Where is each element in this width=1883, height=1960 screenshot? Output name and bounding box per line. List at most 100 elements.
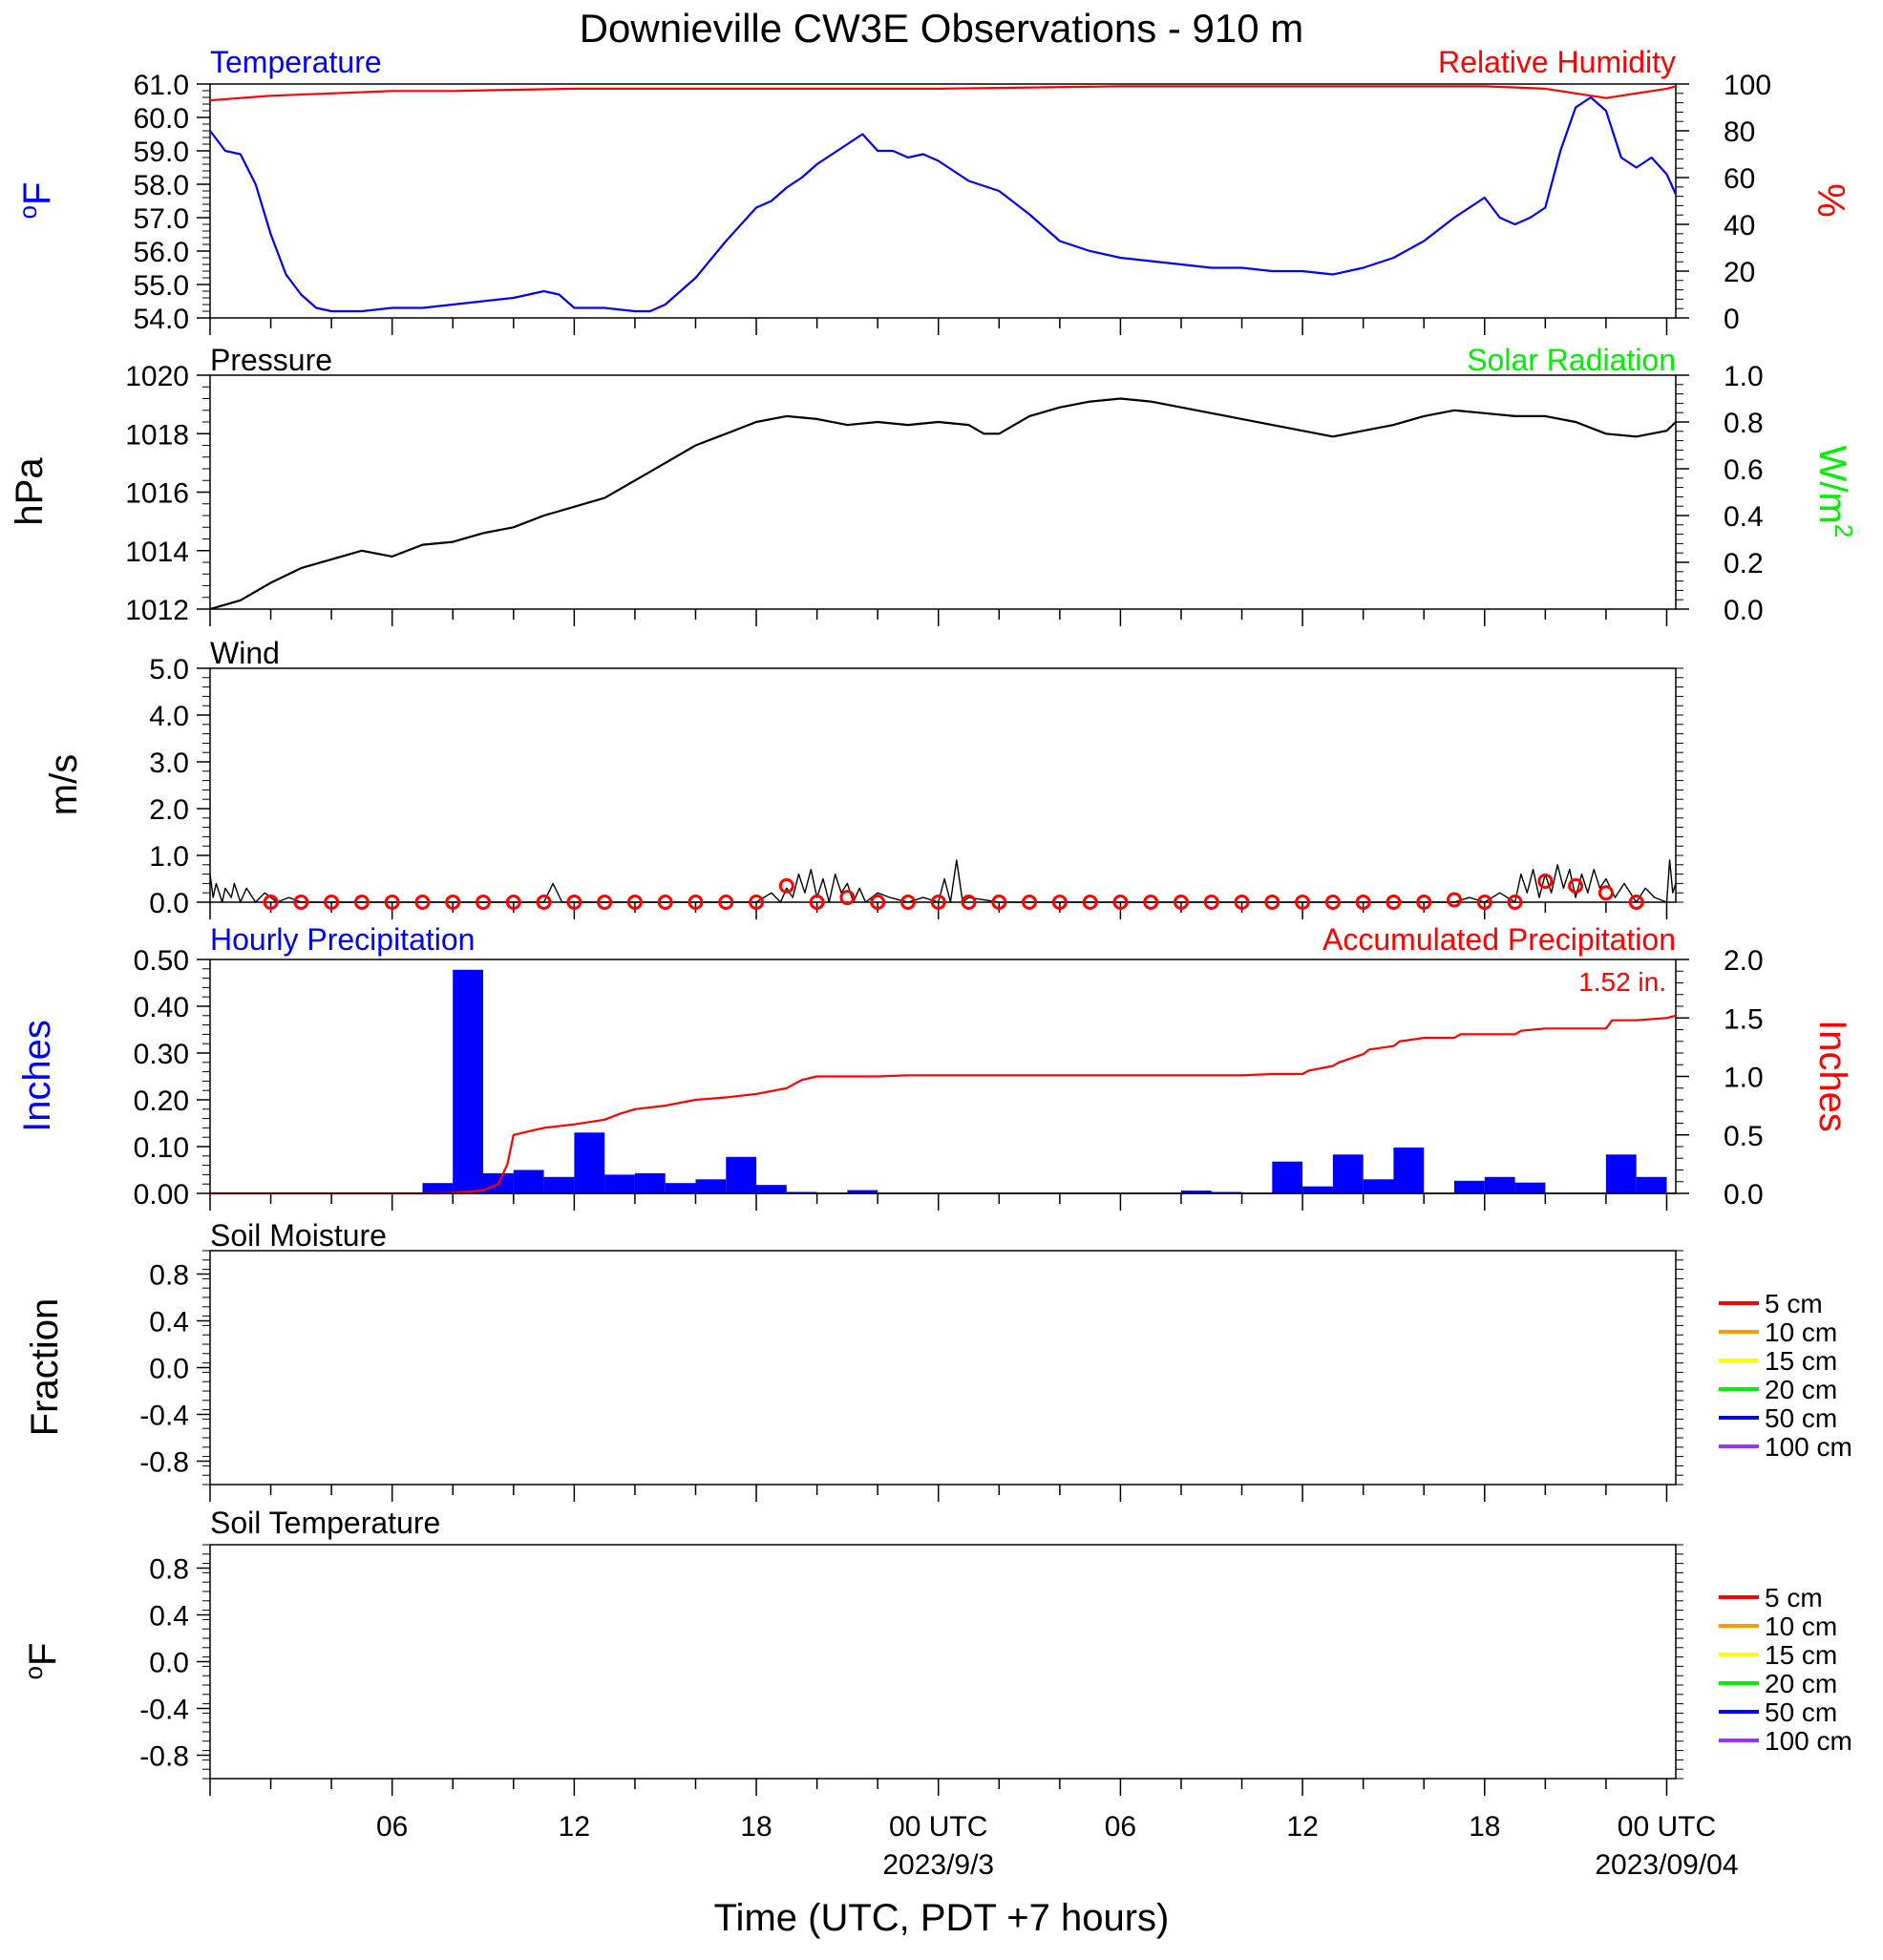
- hourly-wind-marker: [1173, 895, 1189, 910]
- wind-title: Wind: [210, 636, 280, 670]
- hourly-wind-marker: [1295, 895, 1311, 910]
- y-tick-label-left: 55.0: [134, 270, 189, 302]
- y-tick-label-left: 0.4: [149, 1307, 189, 1338]
- hourly-wind-marker: [353, 895, 370, 910]
- y-tick-label-left: 0.8: [149, 1260, 189, 1292]
- y-tick-label-left: 0.30: [134, 1039, 189, 1070]
- y-tick-label-left: 60.0: [134, 103, 189, 135]
- y-tick-label-right: 0.8: [1724, 408, 1764, 439]
- y-tick-label-right: 1.0: [1724, 1063, 1764, 1094]
- y-tick-label-left: 3.0: [149, 748, 189, 779]
- fahrenheit-letter: F: [22, 1643, 64, 1666]
- y-tick-label-right: 80: [1724, 116, 1755, 148]
- y-tick-label-left: 61.0: [134, 70, 189, 101]
- soil-temperature-unit: oF: [19, 1643, 64, 1680]
- hourly-wind-marker: [1355, 895, 1371, 910]
- hourly-wind-marker: [1203, 895, 1219, 910]
- hourly-precip-bar: [1363, 1179, 1394, 1193]
- y-tick-label-right: 20: [1724, 257, 1755, 288]
- y-tick-label-right: 1.0: [1724, 361, 1764, 392]
- legend-label: 15 cm: [1765, 1640, 1837, 1670]
- y-tick-label-right: 0.5: [1724, 1121, 1764, 1152]
- y-tick-label-left: 4.0: [149, 701, 189, 732]
- legend-label: 5 cm: [1765, 1289, 1823, 1318]
- y-tick-label-left: 5.0: [149, 654, 189, 685]
- legend-label: 20 cm: [1765, 1669, 1837, 1698]
- solar-title: Solar Radiation: [1467, 343, 1676, 377]
- wind-unit: m/s: [43, 754, 85, 815]
- y-tick-label-left: 0.00: [134, 1179, 189, 1211]
- y-tick-label-right: 0.0: [1724, 595, 1764, 626]
- y-tick-label-left: 1020: [125, 361, 189, 392]
- hourly-precip-bar: [1514, 1182, 1546, 1193]
- y-tick-label-left: 2.0: [149, 794, 189, 826]
- y-tick-label-left: 0.0: [149, 1648, 189, 1679]
- hourly-wind-marker: [1022, 895, 1038, 910]
- legend-label: 100 cm: [1765, 1432, 1852, 1462]
- hourly-precip-bar: [1332, 1154, 1364, 1193]
- hourly-wind-marker: [384, 895, 400, 910]
- accum-precip-unit: Inches: [1811, 1020, 1853, 1132]
- x-axis-label: Time (UTC, PDT +7 hours): [714, 1897, 1170, 1939]
- hourly-wind-marker: [1628, 895, 1644, 910]
- hourly-wind-marker: [505, 895, 521, 910]
- y-tick-label-left: 1012: [125, 595, 189, 626]
- y-tick-label-left: 58.0: [134, 170, 189, 201]
- y-tick-label-left: 1014: [125, 537, 189, 568]
- hourly-wind-marker: [1568, 877, 1584, 894]
- y-tick-label-left: 0.40: [134, 992, 189, 1023]
- hourly-wind-marker: [1386, 895, 1402, 910]
- legend-label: 20 cm: [1765, 1375, 1837, 1404]
- panel-wind: Wind m/s: [43, 636, 1677, 903]
- hourly-precip-bar: [543, 1176, 575, 1193]
- panel-pressure: Pressure Solar Radiation hPa W/m2: [9, 343, 1858, 610]
- pressure-line: [209, 397, 1677, 611]
- hourly-wind-marker: [657, 895, 673, 910]
- y-tick-label-left: 57.0: [134, 203, 189, 235]
- hourly-wind-marker: [749, 895, 765, 910]
- panel-frame: [209, 83, 1677, 319]
- y-tick-label-left: -0.4: [139, 1695, 189, 1726]
- hourly-precip-bar: [1454, 1180, 1485, 1193]
- hourly-wind-marker: [1112, 895, 1129, 910]
- hourly-wind-marker: [1447, 892, 1463, 908]
- y-tick-label-left: -0.8: [139, 1741, 189, 1773]
- panel-frame: [209, 959, 1677, 1194]
- figure-title: Downieville CW3E Observations - 910 m: [580, 6, 1304, 51]
- hourly-precip-bar: [422, 1183, 454, 1193]
- y-tick-label-left: 1.0: [149, 841, 189, 873]
- x-tick-label: 18: [1469, 1811, 1500, 1843]
- hourly-precip-bar: [847, 1190, 878, 1193]
- hourly-precip-bar: [513, 1170, 544, 1193]
- hourly-wind-marker: [1416, 895, 1432, 910]
- hourly-wind-marker: [324, 895, 340, 910]
- x-tick-label: 00 UTC: [889, 1811, 987, 1843]
- y-tick-label-right: 2.0: [1724, 945, 1764, 977]
- y-tick-label-left: 0.20: [134, 1085, 189, 1117]
- temperature-unit: oF: [13, 182, 58, 220]
- y-tick-label-left: 1016: [125, 478, 189, 510]
- degree-symbol: o: [19, 1666, 48, 1679]
- y-tick-label-left: 0.0: [149, 1354, 189, 1385]
- hourly-precip-title: Hourly Precipitation: [210, 922, 475, 957]
- hourly-precip-bar: [695, 1179, 727, 1193]
- x-tick-label: 00 UTC: [1618, 1811, 1716, 1843]
- y-tick-label-right: 1.5: [1724, 1003, 1764, 1035]
- hourly-wind-marker: [1234, 895, 1250, 910]
- hourly-wind-marker: [899, 895, 916, 910]
- pressure-unit: hPa: [9, 457, 51, 526]
- legend-label: 10 cm: [1765, 1612, 1837, 1641]
- hourly-precip-bar: [1484, 1176, 1515, 1193]
- hourly-wind-marker: [778, 877, 794, 894]
- y-tick-label-right: 0.2: [1724, 548, 1764, 580]
- hourly-wind-marker: [930, 895, 946, 910]
- pressure-title: Pressure: [210, 343, 332, 377]
- y-tick-label-right: 100: [1724, 70, 1771, 101]
- x-tick-label: 12: [1286, 1811, 1318, 1843]
- hourly-wind-marker: [809, 895, 825, 910]
- legend-label: 5 cm: [1765, 1583, 1823, 1612]
- legend-label: 50 cm: [1765, 1697, 1837, 1727]
- precip-total-label: 1.52 in.: [1578, 967, 1666, 997]
- hourly-wind-marker: [293, 895, 309, 910]
- legend-label: 10 cm: [1765, 1317, 1837, 1347]
